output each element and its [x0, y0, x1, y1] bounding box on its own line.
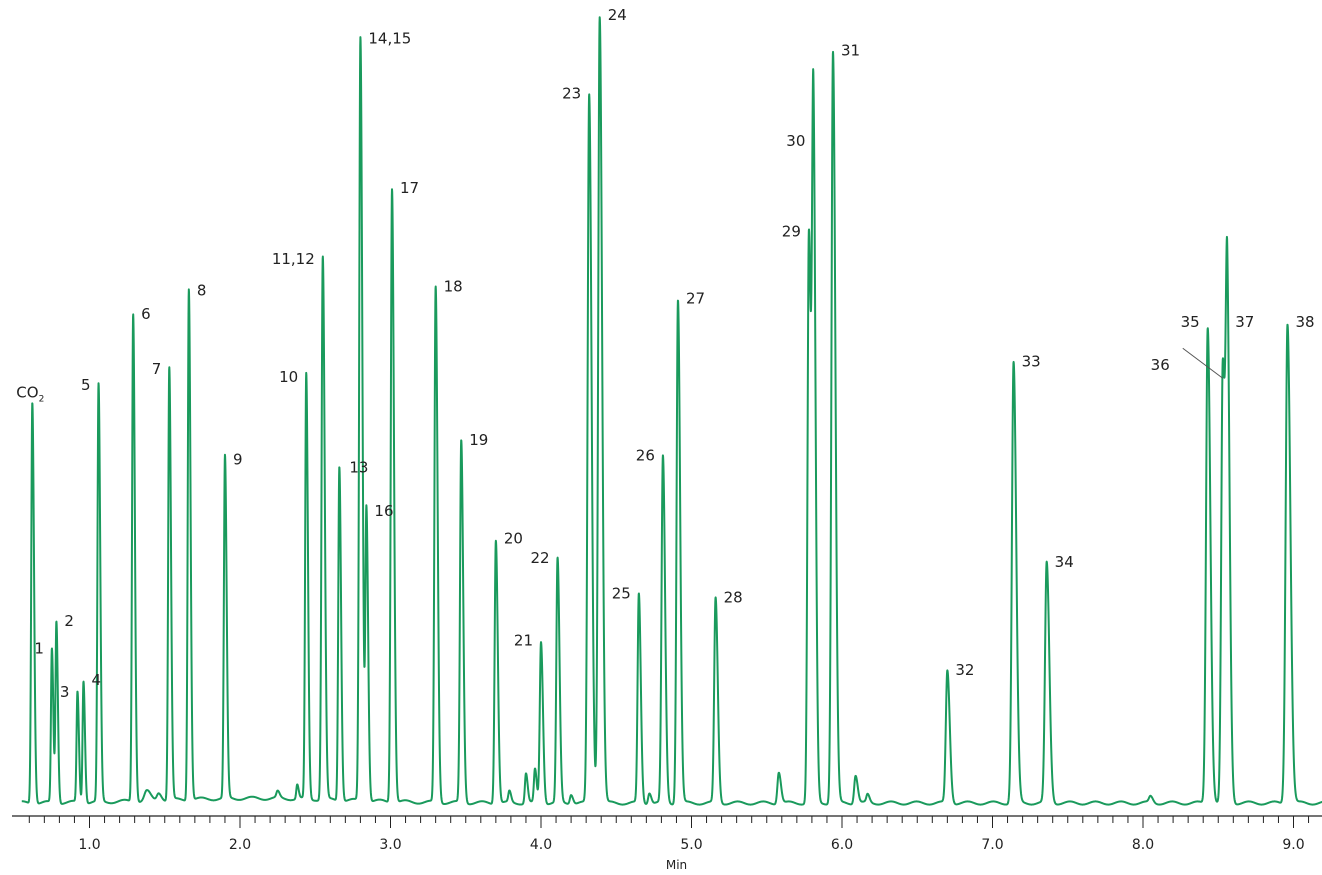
peak-label: 34 [1055, 553, 1074, 571]
peak-label: 13 [349, 459, 368, 477]
peak-label: 6 [141, 305, 151, 323]
trace-layer [20, 16, 1322, 806]
peak-label: 21 [514, 632, 533, 650]
peak-label: 38 [1295, 313, 1314, 331]
peak-label: CO2 [16, 384, 44, 405]
peak-label: 5 [81, 376, 91, 394]
peak-label: 2 [64, 612, 74, 630]
peak-label: 26 [636, 447, 655, 465]
peak-label: 1 [34, 640, 44, 658]
peak-label: 27 [686, 289, 705, 307]
peak-label: 33 [1022, 352, 1041, 370]
x-tick-label: 8.0 [1132, 837, 1154, 853]
leader-line-36 [1182, 347, 1224, 379]
x-tick-label: 4.0 [530, 837, 552, 853]
peak-label: 30 [786, 132, 805, 150]
peak-label: 14,15 [368, 30, 411, 48]
peak-label: 17 [400, 179, 419, 197]
x-tick-label: 2.0 [229, 837, 251, 853]
x-tick-label: 3.0 [379, 837, 401, 853]
peak-label: 7 [152, 360, 162, 378]
x-tick-label: 7.0 [981, 837, 1003, 853]
x-tick-label: 6.0 [831, 837, 853, 853]
peak-label: 18 [444, 278, 463, 296]
peak-labels: CO21234567891011,121314,1516171819202122… [16, 6, 1314, 701]
peak-label: 11,12 [272, 250, 315, 268]
peak-label: 32 [955, 661, 974, 679]
peak-label: 9 [233, 451, 243, 469]
peak-label: 23 [562, 85, 581, 103]
peak-label: 10 [279, 368, 298, 386]
peak-label: 25 [612, 584, 631, 602]
peak-label: 8 [197, 281, 207, 299]
peak-label: 24 [608, 6, 627, 24]
x-tick-label: 9.0 [1282, 837, 1304, 853]
peak-label: 35 [1181, 313, 1200, 331]
peak-label: 31 [841, 41, 860, 59]
peak-label: 37 [1235, 313, 1254, 331]
peak-label: 20 [504, 529, 523, 547]
peak-label: 19 [469, 431, 488, 449]
x-axis: 1.0 2.0 3.0 4.0 5.0 6.0 7.0 8.0 9.0 [12, 815, 1322, 853]
peak-label: 28 [724, 588, 743, 606]
peak-label: 22 [530, 549, 549, 567]
x-tick-label: 1.0 [78, 837, 100, 853]
x-axis-title: Min [666, 858, 687, 872]
peak-label: 3 [60, 683, 70, 701]
x-tick-label: 5.0 [680, 837, 702, 853]
peak-label: 4 [91, 671, 101, 689]
peak-label: 36 [1151, 356, 1170, 374]
peak-label: 29 [782, 222, 801, 240]
chromatogram-trace [20, 16, 1322, 806]
peak-label: 16 [374, 502, 393, 520]
